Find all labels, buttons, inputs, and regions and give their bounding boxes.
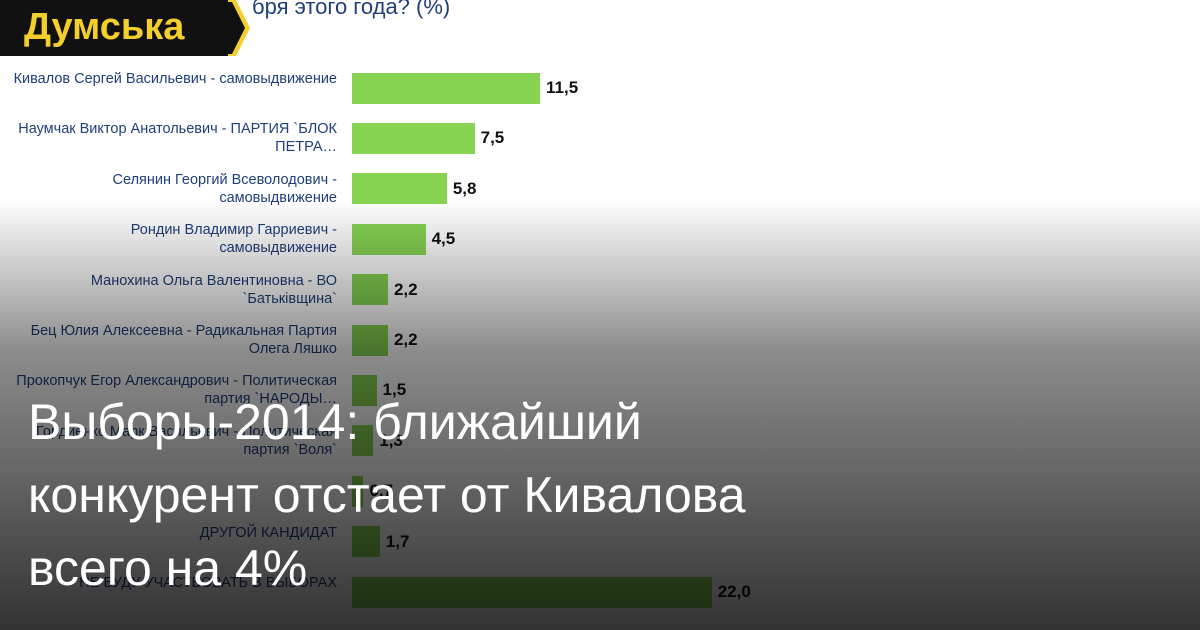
chart-title: бря этого года? (%) <box>252 0 451 19</box>
headline-line: Выборы-2014: ближайший <box>28 394 642 450</box>
category-label: Наумчак Виктор Анатольевич - ПАРТИЯ `БЛО… <box>18 121 337 156</box>
value-label: 7,5 <box>480 128 505 148</box>
bar <box>352 173 447 205</box>
headline: Выборы-2014: ближайший конкурент отстает … <box>28 386 746 605</box>
brand-name: Думська <box>24 6 185 48</box>
headline-line: всего на 4% <box>28 540 308 596</box>
bar <box>352 72 541 104</box>
brand-arrow <box>228 0 250 56</box>
value-label: 11,5 <box>546 78 579 97</box>
headline-line: конкурент отстает от Кивалова <box>28 467 746 523</box>
arrow-inner <box>228 2 245 54</box>
category-label: Кивалов Сергей Васильевич - самовыдвижен… <box>13 71 337 87</box>
dark-overlay <box>0 200 1200 630</box>
value-label: 5,8 <box>452 178 477 198</box>
brand-tag <box>0 0 232 56</box>
bar <box>352 122 475 154</box>
